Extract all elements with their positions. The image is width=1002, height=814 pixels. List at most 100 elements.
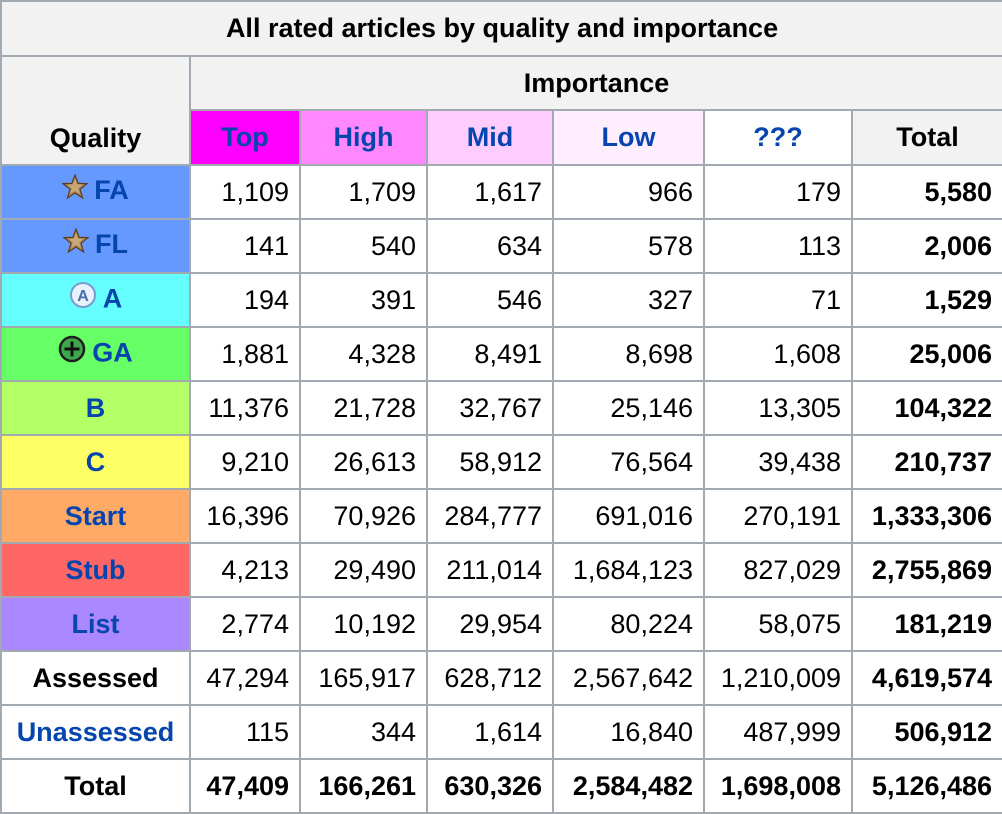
quality-cell: B — [0, 380, 191, 436]
count-cell[interactable]: 1,684,123 — [552, 542, 705, 598]
count-cell[interactable]: 194 — [189, 272, 301, 328]
quality-cell: FA — [0, 164, 191, 220]
count-cell[interactable]: 1,617 — [426, 164, 554, 220]
count-cell[interactable]: 487,999 — [703, 704, 853, 760]
table-row: Start 16,396 70,926 284,777 691,016 270,191 1,… — [0, 488, 1002, 544]
count-cell[interactable]: 4,328 — [299, 326, 428, 382]
importance-header: Importance — [188, 55, 1002, 111]
count-cell[interactable]: 141 — [189, 218, 301, 274]
quality-link[interactable]: B — [85, 392, 106, 423]
row-total-cell: 2,006 — [850, 218, 1002, 274]
count-cell[interactable]: 1,709 — [299, 164, 428, 220]
count-cell[interactable]: 628,712 — [426, 650, 554, 706]
column-header-link[interactable]: Mid — [466, 122, 514, 152]
quality-link[interactable]: FA — [94, 175, 129, 206]
count-cell[interactable]: 8,698 — [552, 326, 705, 382]
count-cell[interactable]: 966 — [552, 164, 705, 220]
count-cell[interactable]: 630,326 — [426, 758, 554, 814]
count-cell[interactable]: 25,146 — [552, 380, 705, 436]
count-cell[interactable]: 29,490 — [299, 542, 428, 598]
count-cell[interactable]: 2,584,482 — [552, 758, 705, 814]
table-row: Unassessed 115 344 1,614 16,840 487,999 506,91… — [0, 704, 1002, 760]
count-cell[interactable]: 211,014 — [426, 542, 554, 598]
row-total-cell: 210,737 — [850, 434, 1002, 490]
column-header-link[interactable]: High — [333, 122, 394, 152]
row-total-cell: 104,322 — [850, 380, 1002, 436]
quality-link[interactable]: List — [71, 608, 120, 639]
count-cell[interactable]: 1,109 — [189, 164, 301, 220]
quality-link[interactable]: Stub — [65, 554, 126, 585]
count-cell[interactable]: 70,926 — [299, 488, 428, 544]
row-total-cell: 506,912 — [850, 704, 1002, 760]
count-cell[interactable]: 827,029 — [703, 542, 853, 598]
count-cell[interactable]: 1,698,008 — [703, 758, 853, 814]
quality-cell: GA — [0, 326, 191, 382]
count-cell[interactable]: 270,191 — [703, 488, 853, 544]
count-cell[interactable]: 71 — [703, 272, 853, 328]
count-cell[interactable]: 2,567,642 — [552, 650, 705, 706]
quality-link[interactable]: Unassessed — [16, 716, 175, 747]
quality-label: Total — [64, 770, 127, 801]
count-cell[interactable]: 540 — [299, 218, 428, 274]
count-cell[interactable]: 58,912 — [426, 434, 554, 490]
count-cell[interactable]: 1,608 — [703, 326, 853, 382]
count-cell[interactable]: 39,438 — [703, 434, 853, 490]
column-header-link[interactable]: ??? — [753, 122, 803, 152]
count-cell[interactable]: 391 — [299, 272, 428, 328]
table-row: B 11,376 21,728 32,767 25,146 13,305 104,322 — [0, 380, 1002, 436]
table-caption: All rated articles by quality and import… — [0, 0, 1002, 57]
count-cell[interactable]: 166,261 — [299, 758, 428, 814]
count-cell[interactable]: 634 — [426, 218, 554, 274]
count-cell[interactable]: 1,881 — [189, 326, 301, 382]
count-cell[interactable]: 11,376 — [189, 380, 301, 436]
quality-header: Quality — [0, 55, 191, 166]
count-cell[interactable]: 47,409 — [189, 758, 301, 814]
count-cell[interactable]: 58,075 — [703, 596, 853, 652]
count-cell[interactable]: 32,767 — [426, 380, 554, 436]
quality-link[interactable]: FL — [95, 229, 128, 260]
count-cell[interactable]: 284,777 — [426, 488, 554, 544]
quality-link[interactable]: GA — [92, 337, 133, 368]
count-cell[interactable]: 115 — [189, 704, 301, 760]
count-cell[interactable]: 9,210 — [189, 434, 301, 490]
count-cell[interactable]: 4,213 — [189, 542, 301, 598]
count-cell[interactable]: 10,192 — [299, 596, 428, 652]
column-header: High — [299, 109, 428, 166]
quality-link[interactable]: Start — [64, 500, 127, 531]
quality-link[interactable]: A — [102, 283, 123, 314]
column-header-link[interactable]: Low — [601, 122, 656, 152]
count-cell[interactable]: 8,491 — [426, 326, 554, 382]
count-cell[interactable]: 26,613 — [299, 434, 428, 490]
quality-label: Assessed — [32, 662, 159, 693]
row-total-cell: 181,219 — [850, 596, 1002, 652]
count-cell[interactable]: 327 — [552, 272, 705, 328]
count-cell[interactable]: 578 — [552, 218, 705, 274]
count-cell[interactable]: 1,614 — [426, 704, 554, 760]
column-header-link[interactable]: Top — [221, 122, 269, 152]
count-cell[interactable]: 546 — [426, 272, 554, 328]
quality-cell: List — [0, 596, 191, 652]
quality-link[interactable]: C — [85, 446, 106, 477]
count-cell[interactable]: 76,564 — [552, 434, 705, 490]
count-cell[interactable]: 47,294 — [189, 650, 301, 706]
count-cell[interactable]: 165,917 — [299, 650, 428, 706]
count-cell[interactable]: 29,954 — [426, 596, 554, 652]
count-cell[interactable]: 13,305 — [703, 380, 853, 436]
count-cell[interactable]: 2,774 — [189, 596, 301, 652]
table-row: FL 141 540 634 578 113 2,006 — [0, 218, 1002, 274]
count-cell[interactable]: 16,396 — [189, 488, 301, 544]
count-cell[interactable]: 80,224 — [552, 596, 705, 652]
count-cell[interactable]: 179 — [703, 164, 853, 220]
row-total-cell: 1,529 — [850, 272, 1002, 328]
table-row: C 9,210 26,613 58,912 76,564 39,438 210,737 — [0, 434, 1002, 490]
count-cell[interactable]: 16,840 — [552, 704, 705, 760]
count-cell[interactable]: 113 — [703, 218, 853, 274]
count-cell[interactable]: 21,728 — [299, 380, 428, 436]
count-cell[interactable]: 691,016 — [552, 488, 705, 544]
column-header: Mid — [426, 109, 554, 166]
quality-cell: Assessed — [0, 650, 191, 706]
count-cell[interactable]: 1,210,009 — [703, 650, 853, 706]
count-cell[interactable]: 344 — [299, 704, 428, 760]
featured-star-icon — [61, 173, 89, 207]
